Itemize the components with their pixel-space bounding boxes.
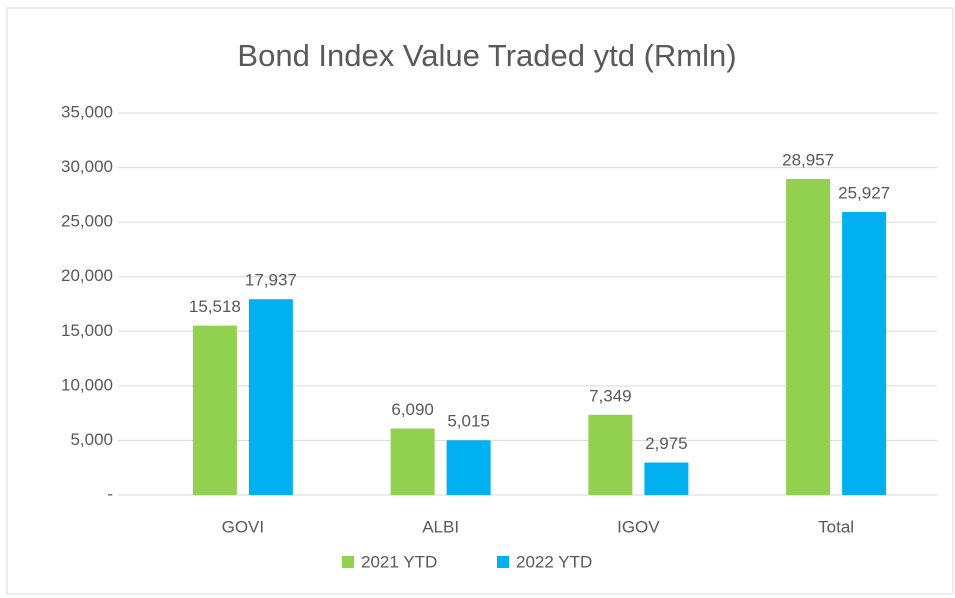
bar (644, 462, 689, 495)
bar (842, 212, 887, 495)
data-label: 17,937 (245, 271, 297, 290)
bar (786, 178, 831, 496)
legend-label: 2021 YTD (361, 552, 437, 571)
data-label: 5,015 (447, 412, 490, 431)
bar (390, 428, 435, 495)
bar (446, 440, 491, 495)
x-tick-label: ALBI (422, 517, 459, 536)
data-label: 28,957 (782, 150, 834, 169)
x-tick-label: IGOV (617, 517, 660, 536)
bar (192, 325, 237, 495)
y-tick-label: 15,000 (61, 321, 113, 340)
y-tick-label: - (107, 484, 113, 503)
chart-title: Bond Index Value Traded ytd (Rmln) (237, 38, 736, 73)
y-tick-label: 30,000 (61, 157, 113, 176)
data-label: 25,927 (838, 184, 890, 203)
legend-swatch (342, 556, 354, 568)
data-label: 2,975 (645, 434, 688, 453)
data-label: 7,349 (589, 386, 632, 405)
y-tick-label: 10,000 (61, 375, 113, 394)
y-tick-label: 20,000 (61, 266, 113, 285)
data-label: 6,090 (391, 400, 434, 419)
legend-label: 2022 YTD (516, 552, 592, 571)
y-tick-label: 35,000 (61, 102, 113, 121)
y-tick-label: 25,000 (61, 212, 113, 231)
y-tick-label: 5,000 (70, 430, 113, 449)
x-tick-label: Total (818, 517, 854, 536)
legend-swatch (497, 556, 509, 568)
x-tick-label: GOVI (222, 517, 265, 536)
bar (248, 299, 293, 495)
data-label: 15,518 (189, 297, 241, 316)
bar (588, 414, 633, 495)
